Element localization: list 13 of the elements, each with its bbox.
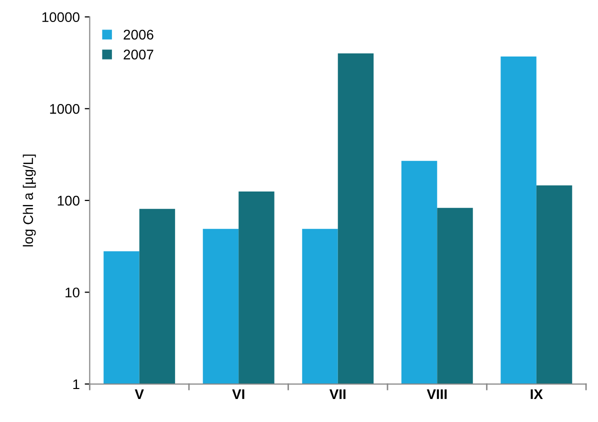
y-tick-label: 10000 bbox=[42, 12, 80, 22]
y-axis-title: log Chl a [µg/L] bbox=[22, 154, 36, 246]
legend-label: 2006 bbox=[124, 30, 154, 40]
legend-label: 2007 bbox=[124, 50, 154, 60]
y-tick-label: 1 bbox=[73, 379, 80, 390]
x-tick-label: VI bbox=[232, 389, 244, 399]
x-tick-label: V bbox=[134, 389, 144, 399]
y-tick-label: 100 bbox=[58, 196, 80, 206]
x-tick-label: VII bbox=[329, 389, 346, 399]
y-tick-label: 10 bbox=[66, 288, 80, 298]
y-tick-label: 1000 bbox=[50, 104, 80, 114]
x-tick-label: VIII bbox=[426, 389, 447, 399]
x-tick-label: IX bbox=[530, 389, 543, 399]
